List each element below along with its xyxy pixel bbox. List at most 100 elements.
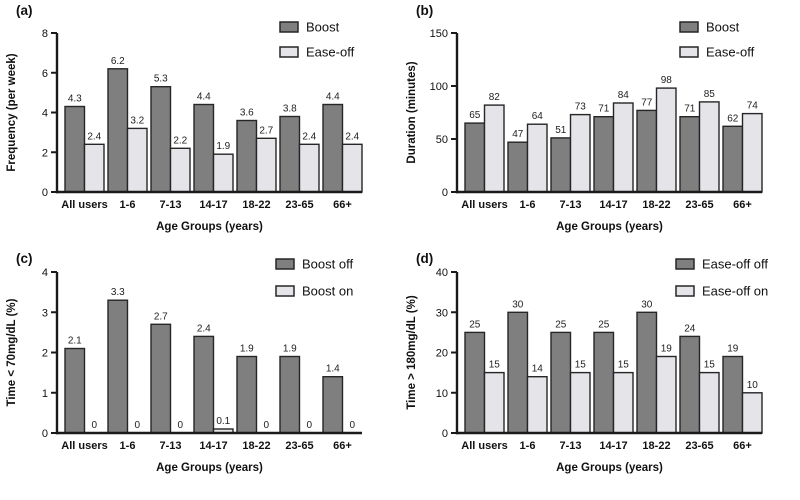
bar-ease-off-2 [169,147,191,193]
legend-label: Boost off [302,257,353,272]
bar-boost-1 [507,141,529,193]
value-label: 4.3 [68,94,82,105]
x-category-labels: All users 1-6 7-13 14-17 18-22 23-65 66+ [461,199,752,211]
x-category-label: 7-13 [559,199,581,211]
x-category-label: 7-13 [159,440,181,452]
x-category-labels: All users 1-6 7-13 14-17 18-22 23-65 66+ [61,199,352,211]
bar-boost-6 [322,103,344,193]
value-label: 30 [512,299,524,310]
x-category-label: 1-6 [120,440,136,452]
value-label: 98 [661,75,673,86]
y-ticks: 0 2 4 6 8 [42,28,57,199]
legend-label: Ease-off [306,45,355,60]
y-tick-label: 0 [442,187,448,199]
value-label: 24 [684,323,696,334]
value-label: 1.4 [326,364,340,375]
value-label: 2.7 [154,311,168,322]
legend-swatch [679,46,699,58]
bar-boost-6 [722,125,744,193]
value-label: 1.9 [216,141,230,152]
bar-ease-off-1 [126,127,148,193]
y-tick-label: 30 [436,307,448,319]
value-label: 15 [704,360,716,371]
bar-ease-off-off-1 [507,311,529,434]
x-category-label: 14-17 [199,440,227,452]
bar-ease-off-off-6 [722,355,744,434]
y-tick-label: 1 [42,388,48,400]
bar-ease-off-1 [526,123,548,193]
bar-ease-off-4 [655,87,677,193]
bar-ease-off-6 [741,112,763,193]
bars [464,87,763,193]
value-label: 0 [135,420,141,431]
x-category-label: 66+ [733,440,752,452]
value-labels: 25 30 25 25 30 24 19 15 14 15 15 19 15 10 [469,299,758,391]
legend-label: Ease-off [706,45,755,60]
panel-a-chart: 4.3 6.2 5.3 4.4 3.6 3.8 4.4 2.4 3.2 2.2 1.9 2.7 2.4 2… [6,20,363,233]
y-axis-title: Time > 180mg/dL (%) [406,295,418,409]
legend-swatch [275,285,295,297]
value-label: 6.2 [111,56,125,67]
bar-boost-5 [279,115,301,193]
x-category-label: 1-6 [520,440,536,452]
value-label: 84 [618,90,630,101]
panel-b: (b) 65 47 51 71 77 71 62 82 64 73 84 98 85 74 0 50 100 15… [400,0,800,250]
panel-c: (c) 2.1 3.3 2.7 2.4 1.9 1.9 1.4 0 0 0 0.1 0 0 0 0 1 2 3 4 A… [0,250,400,500]
x-category-label: All users [461,440,507,452]
bar-boost-1 [107,68,129,193]
panel-a-label: (a) [16,3,33,18]
value-labels: 2.1 3.3 2.7 2.4 1.9 1.9 1.4 0 0 0 0.1 0 0 0 [68,287,356,431]
y-tick-label: 10 [436,388,448,400]
y-tick-label: 0 [442,428,448,440]
axes [455,33,762,194]
panel-b-chart: 65 47 51 71 77 71 62 82 64 73 84 98 85 74 0 50 100 150 All… [406,20,763,233]
value-label: 15 [618,360,630,371]
legend: Boost Ease-off [679,20,755,60]
bar-boost-3 [193,103,215,193]
bar-ease-off-off-3 [593,331,615,434]
x-category-label: 23-65 [285,199,313,211]
bar-ease-off-on-3 [612,371,634,434]
panel-c-label: (c) [16,251,33,266]
y-tick-label: 3 [42,307,48,319]
y-ticks: 0 10 20 30 40 [436,267,457,440]
bar-ease-off-off-2 [550,331,572,434]
value-label: 5.3 [154,74,168,85]
value-label: 2.1 [68,336,82,347]
value-label: 25 [555,319,567,330]
y-tick-label: 2 [42,147,48,159]
y-axis-title: Time < 70mg/dL (%) [6,298,18,406]
panel-d-chart: 25 30 25 25 30 24 19 15 14 15 15 19 15 10 0 10 20 30 40 All… [406,257,768,475]
y-tick-label: 2 [42,348,48,360]
value-label: 10 [747,380,759,391]
bar-boost-off-0 [64,347,86,434]
x-axis-title: Age Groups (years) [156,462,263,474]
x-category-label: 1-6 [120,199,136,211]
value-label: 2.4 [197,323,211,334]
value-label: 65 [469,110,481,121]
bar-ease-off-off-4 [636,311,658,434]
y-tick-label: 8 [42,28,48,40]
x-category-label: All users [61,440,107,452]
bars [64,68,363,193]
x-category-label: 23-65 [285,440,313,452]
x-axis-title: Age Groups (years) [156,221,263,233]
x-category-label: 66+ [333,440,352,452]
value-label: 74 [747,101,759,112]
x-category-labels: All users 1-6 7-13 14-17 18-22 23-65 66+ [61,440,352,452]
bar-ease-off-on-5 [698,371,720,434]
bar-boost-off-2 [150,323,172,434]
value-label: 3.3 [111,287,125,298]
bar-boost-5 [679,115,701,193]
value-label: 1.9 [240,344,254,355]
bar-ease-off-5 [298,143,320,193]
bar-ease-off-6 [341,143,363,193]
value-label: 3.6 [240,108,254,119]
value-label: 25 [469,319,481,330]
value-label: 0 [178,420,184,431]
panel-a: (a) 4.3 6.2 5.3 4.4 3.6 3.8 4.4 2.4 3.2 2.2 1.9 2.7… [0,0,400,250]
y-tick-label: 4 [42,267,48,279]
value-label: 2.4 [302,131,316,142]
bar-ease-off-on-1 [526,375,548,434]
